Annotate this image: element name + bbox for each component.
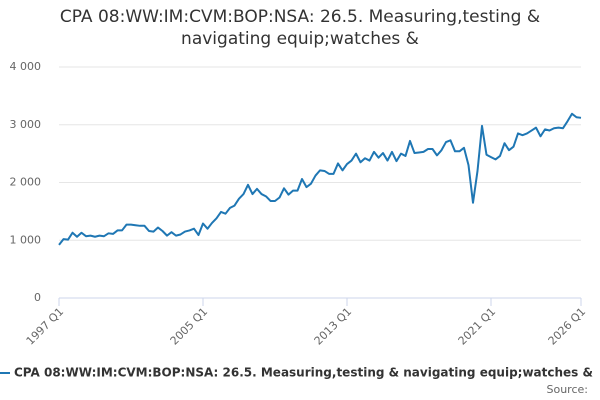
- x-tick-label: 2013 Q1: [312, 305, 355, 348]
- x-tick-label: 1997 Q1: [24, 305, 67, 348]
- source: Source:: [547, 383, 589, 396]
- y-tick-label: 3 000: [10, 118, 42, 131]
- y-tick-label: 4 000: [10, 60, 42, 73]
- y-tick-label: 2 000: [10, 176, 42, 189]
- y-tick-label: 1 000: [10, 233, 42, 246]
- y-tick-label: 0: [34, 291, 41, 304]
- chart-title: CPA 08:WW:IM:CVM:BOP:NSA: 26.5. Measurin…: [59, 7, 541, 49]
- x-tick-label: 2026 Q1: [546, 305, 589, 348]
- x-tick-label: 2021 Q1: [456, 305, 499, 348]
- x-tick-label: 2005 Q1: [168, 305, 211, 348]
- legend-label: CPA 08:WW:IM:CVM:BOP:NSA: 26.5. Measurin…: [14, 366, 593, 380]
- line: [58, 112, 582, 246]
